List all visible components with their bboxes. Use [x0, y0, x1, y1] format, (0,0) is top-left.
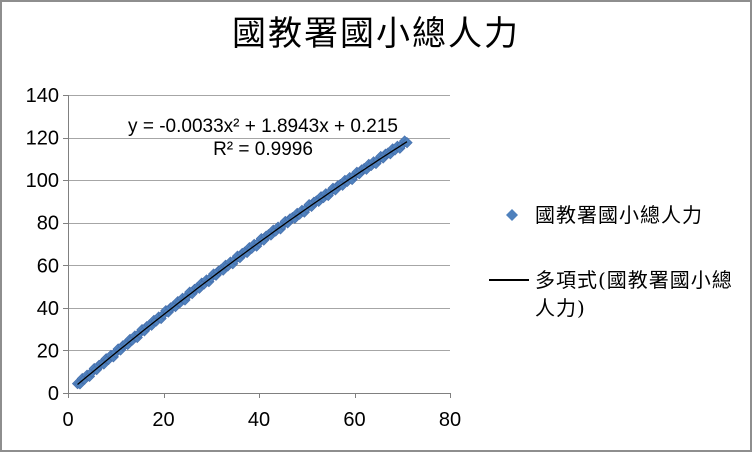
y-tick-label: 20 — [37, 340, 59, 362]
trendline-marker-icon — [489, 279, 529, 281]
y-tick-label: 60 — [37, 255, 59, 277]
x-tick-label: 0 — [62, 409, 73, 431]
trendline-path — [77, 141, 408, 385]
legend-series-label: 國教署國小總人力 — [535, 203, 703, 227]
legend-trendline-marker-zone — [489, 266, 535, 294]
trendline-equation-text: y = -0.0033x² + 1.8943x + 0.215 — [128, 116, 398, 137]
y-tick-label: 140 — [26, 85, 59, 107]
y-tick-label: 100 — [26, 170, 59, 192]
y-tick-label: 120 — [26, 128, 59, 150]
x-tick-label: 20 — [152, 409, 174, 431]
y-tick-label: 40 — [37, 298, 59, 320]
scatter-point — [401, 137, 413, 149]
chart-title: 國教署國小總人力 — [232, 14, 520, 54]
legend-item-series: 國教署國小總人力 — [489, 201, 703, 229]
trendline-r-squared-text: R² = 0.9996 — [213, 139, 313, 160]
y-tick-label: 0 — [48, 383, 59, 405]
x-tick-label: 40 — [248, 409, 270, 431]
legend-trendline-label: 多項式(國教署國小總人力) — [535, 268, 733, 320]
legend-series-marker-zone — [489, 201, 535, 229]
trendline-equation-block: y = -0.0033x² + 1.8943x + 0.215 R² = 0.9… — [98, 115, 428, 161]
x-tick-label: 80 — [439, 409, 461, 431]
diamond-marker-icon — [506, 209, 518, 221]
legend-item-trendline: 多項式(國教署國小總人力) — [489, 266, 735, 322]
y-tick-label: 80 — [37, 213, 59, 235]
x-tick-label: 60 — [343, 409, 365, 431]
